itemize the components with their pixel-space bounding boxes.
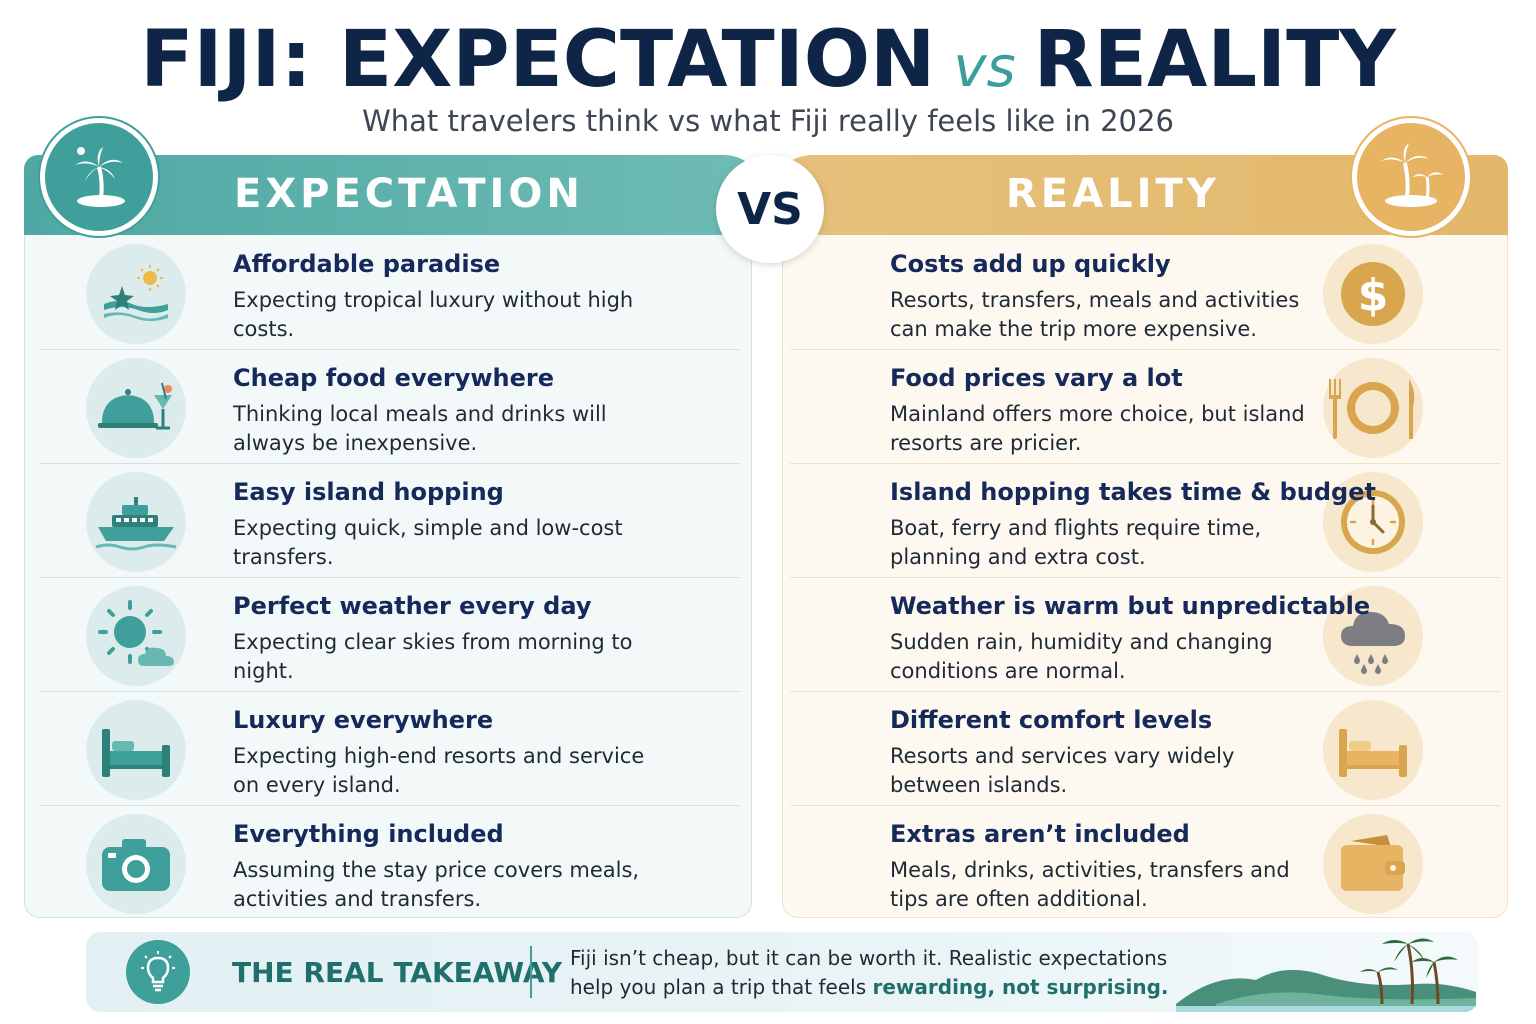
vs-badge: VS — [716, 155, 824, 263]
row-divider — [790, 462, 1500, 464]
reality-label: REALITY — [1006, 171, 1220, 217]
item-desc: Sudden rain, humidity and changing condi… — [890, 630, 1273, 683]
item-title: Cheap food everywhere — [233, 364, 554, 392]
island-illustration — [1176, 938, 1476, 1012]
row-divider — [790, 804, 1500, 806]
row-divider — [40, 462, 740, 464]
reality-row: Different comfort levels Resorts and ser… — [790, 692, 1500, 806]
dollar-icon: $ — [1323, 244, 1423, 344]
clock-icon — [1323, 472, 1423, 572]
row-divider — [790, 576, 1500, 578]
item-desc: Expecting clear skies from morning to ni… — [233, 630, 633, 683]
ferry-icon — [86, 472, 186, 572]
reality-row: Extras aren’t included Meals, drinks, ac… — [790, 806, 1500, 920]
row-divider — [40, 804, 740, 806]
starfish-sun-icon — [86, 244, 186, 344]
camera-icon — [86, 814, 186, 914]
expectation-row: Everything included Assuming the stay pr… — [40, 806, 740, 920]
bed-icon — [86, 700, 186, 800]
item-title: Perfect weather every day — [233, 592, 592, 620]
item-desc: Resorts and services vary widely between… — [890, 744, 1235, 797]
takeaway-text: Fiji isn’t cheap, but it can be worth it… — [570, 944, 1190, 1002]
item-desc: Resorts, transfers, meals and activities… — [890, 288, 1300, 341]
item-title: Costs add up quickly — [890, 250, 1171, 278]
reality-row: Weather is warm but unpredictable Sudden… — [790, 578, 1500, 692]
expectation-label: EXPECTATION — [234, 171, 584, 217]
svg-text:$: $ — [1358, 270, 1389, 321]
expectation-row: Easy island hopping Expecting quick, sim… — [40, 464, 740, 578]
lightbulb-icon — [126, 940, 190, 1004]
item-title: Different comfort levels — [890, 706, 1213, 734]
title-right: REALITY — [1033, 15, 1396, 105]
page-subtitle: What travelers think vs what Fiji really… — [362, 104, 1174, 138]
item-desc: Assuming the stay price covers meals, ac… — [233, 858, 640, 911]
expectation-row: Affordable paradise Expecting tropical l… — [40, 236, 740, 350]
item-desc: Expecting quick, simple and low-cost tra… — [233, 516, 623, 569]
takeaway-label: THE REAL TAKEAWAY — [232, 956, 563, 989]
row-divider — [40, 348, 740, 350]
reality-row: Island hopping takes time & budget Boat,… — [790, 464, 1500, 578]
item-title: Extras aren’t included — [890, 820, 1190, 848]
takeaway-divider — [530, 946, 532, 998]
plate-cutlery-icon — [1323, 358, 1423, 458]
page-title: FIJI: EXPECTATION vs REALITY — [0, 14, 1536, 114]
takeaway-plain: Fiji isn’t cheap, but it can be worth it… — [570, 946, 1168, 999]
item-desc: Thinking local meals and drinks will alw… — [233, 402, 607, 455]
reality-row: Food prices vary a lot Mainland offers m… — [790, 350, 1500, 464]
expectation-row: Perfect weather every day Expecting clea… — [40, 578, 740, 692]
reality-row: $ Costs add up quickly Resorts, transfer… — [790, 236, 1500, 350]
expectation-row: Luxury everywhere Expecting high-end res… — [40, 692, 740, 806]
item-title: Easy island hopping — [233, 478, 504, 506]
item-title: Food prices vary a lot — [890, 364, 1183, 392]
takeaway-highlight: rewarding, not surprising. — [872, 975, 1169, 999]
row-divider — [40, 690, 740, 692]
cloche-cocktail-icon — [86, 358, 186, 458]
bed-icon — [1323, 700, 1423, 800]
item-title: Island hopping takes time & budget — [890, 478, 1376, 506]
item-desc: Boat, ferry and flights require time, pl… — [890, 516, 1262, 569]
wallet-icon — [1323, 814, 1423, 914]
item-title: Everything included — [233, 820, 504, 848]
item-title: Affordable paradise — [233, 250, 501, 278]
palm-island-icon — [40, 118, 158, 236]
item-title: Luxury everywhere — [233, 706, 494, 734]
rain-cloud-icon — [1323, 586, 1423, 686]
takeaway-bar: THE REAL TAKEAWAY Fiji isn’t cheap, but … — [86, 932, 1478, 1012]
palm-island-icon — [1352, 118, 1470, 236]
sun-cloud-icon — [86, 586, 186, 686]
row-divider — [40, 576, 740, 578]
row-divider — [790, 690, 1500, 692]
item-desc: Expecting tropical luxury without high c… — [233, 288, 634, 341]
item-title: Weather is warm but unpredictable — [890, 592, 1371, 620]
item-desc: Meals, drinks, activities, transfers and… — [890, 858, 1290, 911]
item-desc: Expecting high-end resorts and service o… — [233, 744, 645, 797]
title-left: FIJI: EXPECTATION — [140, 15, 936, 105]
row-divider — [790, 348, 1500, 350]
item-desc: Mainland offers more choice, but island … — [890, 402, 1305, 455]
expectation-row: Cheap food everywhere Thinking local mea… — [40, 350, 740, 464]
title-vs: vs — [953, 35, 1016, 100]
